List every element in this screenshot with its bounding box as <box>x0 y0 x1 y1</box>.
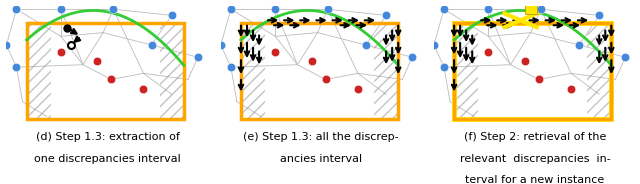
Bar <box>454 23 611 119</box>
Bar <box>159 23 184 119</box>
Bar <box>27 23 184 119</box>
Text: (d) Step 1.3: extraction of: (d) Step 1.3: extraction of <box>36 132 179 142</box>
Text: relevant  discrepancies  in-: relevant discrepancies in- <box>460 154 611 164</box>
Text: (f) Step 2: retrieval of the: (f) Step 2: retrieval of the <box>464 132 606 142</box>
Bar <box>454 23 611 119</box>
Text: (e) Step 1.3: all the discrep-: (e) Step 1.3: all the discrep- <box>243 132 399 142</box>
Text: one discrepancies interval: one discrepancies interval <box>34 154 181 164</box>
Bar <box>241 23 265 119</box>
Bar <box>27 23 51 119</box>
Bar <box>587 23 611 119</box>
Text: ancies interval: ancies interval <box>280 154 362 164</box>
Bar <box>454 23 478 119</box>
Bar <box>241 23 398 119</box>
Text: terval for a new instance: terval for a new instance <box>465 175 605 184</box>
Bar <box>374 23 398 119</box>
